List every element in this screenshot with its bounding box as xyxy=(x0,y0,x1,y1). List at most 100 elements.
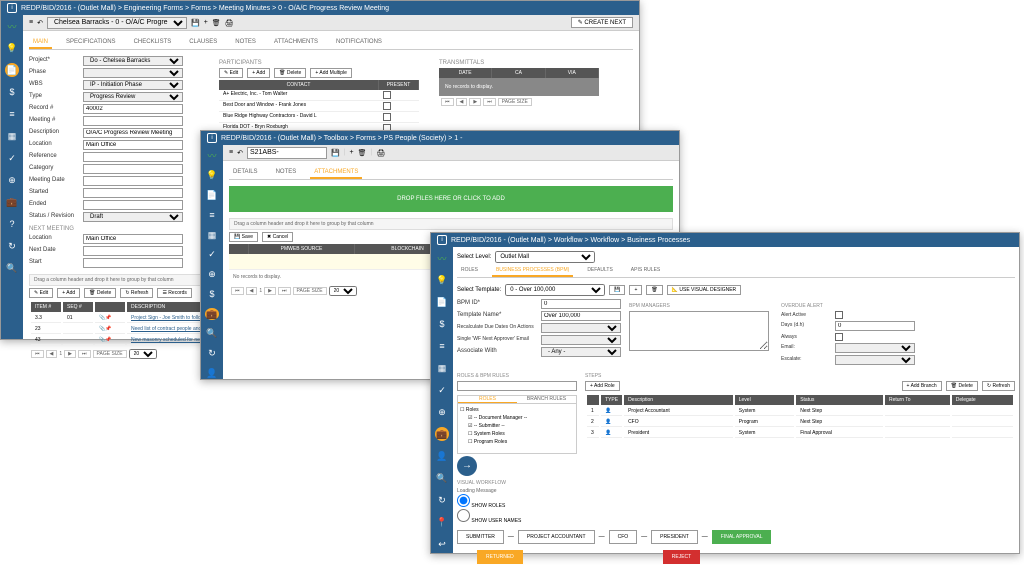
tree-item[interactable]: ☐ Program Roles xyxy=(460,438,574,446)
fld-assoc[interactable]: - Any - xyxy=(541,347,621,357)
th-seq[interactable]: SEQ # xyxy=(63,302,93,312)
print-icon[interactable]: 🖨 xyxy=(376,149,385,157)
tab-attachments[interactable]: ATTACHMENTS xyxy=(310,167,362,179)
fld-status[interactable]: Draft xyxy=(83,212,183,222)
plus-icon[interactable]: + xyxy=(350,149,354,156)
group-hint-2[interactable]: Drag a column header and drop it here to… xyxy=(229,218,673,230)
th-level[interactable]: Level xyxy=(735,395,794,405)
pagesize-select[interactable]: 20 xyxy=(129,349,157,359)
tab-apis[interactable]: APIS RULES xyxy=(627,265,664,277)
exit-icon[interactable]: ↩ xyxy=(435,537,449,551)
save-icon[interactable]: 💾 xyxy=(191,19,200,27)
create-next-button[interactable]: ✎ CREATE NEXT xyxy=(571,17,633,28)
fld-nm-loc[interactable] xyxy=(83,234,183,244)
tab-specs[interactable]: SPECIFICATIONS xyxy=(62,37,120,49)
pager-last[interactable]: ⏭ xyxy=(483,98,496,106)
btn-add[interactable]: + Add xyxy=(57,288,80,298)
fld-recalc[interactable] xyxy=(541,323,621,333)
th-desc[interactable]: Description xyxy=(624,395,733,405)
pager-first[interactable]: ⏮ xyxy=(231,287,244,295)
fld-category[interactable] xyxy=(83,164,183,174)
pagesize-select[interactable]: 20 xyxy=(329,286,357,296)
btn-add-branch[interactable]: + Add Branch xyxy=(902,381,942,391)
radio-users[interactable] xyxy=(457,509,470,522)
list-icon[interactable]: ≡ xyxy=(205,209,219,221)
refresh-icon[interactable]: ↻ xyxy=(435,493,449,507)
search-icon[interactable]: 🔍 xyxy=(435,471,449,485)
fld-reference[interactable] xyxy=(83,152,183,162)
tree-root[interactable]: ☐ Roles xyxy=(460,406,574,414)
tab-defaults[interactable]: DEFAULTS xyxy=(583,265,616,277)
wf-cfo[interactable]: CFO xyxy=(609,530,638,544)
info-icon[interactable]: i xyxy=(437,235,447,245)
part-multiple[interactable]: + Add Multiple xyxy=(310,68,352,78)
dollar-icon[interactable]: $ xyxy=(435,317,449,331)
fld-tname[interactable] xyxy=(541,311,621,321)
wf-final[interactable]: FINAL APPROVAL xyxy=(712,530,772,544)
pin-icon[interactable]: 📍 xyxy=(435,515,449,529)
search-icon[interactable]: 🔍 xyxy=(205,328,219,340)
fld-ended[interactable] xyxy=(83,200,183,210)
tab-checklists[interactable]: CHECKLISTS xyxy=(130,37,176,49)
trash-icon[interactable]: 🗑 xyxy=(212,19,221,27)
btn-add[interactable]: + xyxy=(629,285,642,295)
tab-bpm[interactable]: BUSINESS PROCESSES (BPM) xyxy=(492,265,573,277)
fld-started[interactable] xyxy=(83,188,183,198)
plus-icon[interactable]: + xyxy=(204,19,208,26)
dollar-icon[interactable]: $ xyxy=(205,288,219,300)
history-icon[interactable]: ↶ xyxy=(237,149,243,157)
part-delete[interactable]: 🗑 Delete xyxy=(274,68,306,78)
th-status[interactable]: Status xyxy=(796,395,883,405)
btn-del[interactable]: 🗑 xyxy=(646,285,662,295)
user-icon[interactable]: 👤 xyxy=(435,449,449,463)
history-icon[interactable]: ↶ xyxy=(37,19,43,27)
nav-icon[interactable]: 〰 xyxy=(205,149,219,162)
th-return[interactable]: Return To xyxy=(885,395,950,405)
nav-icon[interactable]: 〰 xyxy=(5,19,19,33)
pager-first[interactable]: ⏮ xyxy=(31,350,44,358)
radio-roles[interactable] xyxy=(457,494,470,507)
refresh-icon[interactable]: ↻ xyxy=(5,239,19,253)
save-icon[interactable]: 💾 xyxy=(331,149,340,157)
btn-delete[interactable]: 🗑 Delete xyxy=(946,381,978,391)
tab-notifications[interactable]: NOTIFICATIONS xyxy=(332,37,386,49)
chk-always[interactable] xyxy=(835,333,843,341)
fld-nm-start[interactable] xyxy=(83,258,183,268)
step-row[interactable]: 3👤PresidentSystemFinal Approval xyxy=(587,429,1013,438)
back-icon[interactable]: ≡ xyxy=(229,149,233,156)
bulb-icon[interactable]: 💡 xyxy=(5,41,19,55)
check-icon[interactable]: ✓ xyxy=(435,383,449,397)
tree-item[interactable]: ☑ -- Submitter -- xyxy=(460,422,574,430)
tab-attachments[interactable]: ATTACHMENTS xyxy=(270,37,322,49)
briefcase-icon[interactable]: 💼 xyxy=(435,427,449,441)
search-input[interactable] xyxy=(247,147,327,159)
wf-president[interactable]: PRESIDENT xyxy=(651,530,698,544)
info-icon[interactable]: i xyxy=(7,3,17,13)
pager-last[interactable]: ⏭ xyxy=(78,350,91,358)
part-add[interactable]: + Add xyxy=(247,68,270,78)
pager-prev[interactable]: ◀ xyxy=(46,350,58,358)
back-icon[interactable]: ≡ xyxy=(29,19,33,26)
briefcase-icon[interactable]: 💼 xyxy=(205,308,219,320)
dropzone[interactable]: DROP FILES HERE OR CLICK TO ADD xyxy=(229,186,673,212)
pager-first[interactable]: ⏮ xyxy=(441,98,454,106)
bulb-icon[interactable]: 💡 xyxy=(205,170,219,182)
bulb-icon[interactable]: 💡 xyxy=(435,273,449,287)
step-row[interactable]: 1👤Project AccountantSystemNext Step xyxy=(587,407,1013,416)
calendar-icon[interactable]: ▦ xyxy=(5,129,19,143)
fld-record[interactable] xyxy=(83,104,183,114)
wf-accountant[interactable]: PROJECT ACCOUNTANT xyxy=(518,530,595,544)
fld-location[interactable] xyxy=(83,140,183,150)
nav-icon[interactable]: 〰 xyxy=(435,251,449,265)
tree-item[interactable]: ☑ -- Document Manager -- xyxy=(460,414,574,422)
fld-bpmid[interactable] xyxy=(541,299,621,309)
sel-level[interactable]: Outlet Mall xyxy=(495,251,595,263)
doc-icon[interactable]: 📄 xyxy=(5,63,19,77)
tab-clauses[interactable]: CLAUSES xyxy=(185,37,221,49)
btn-save[interactable]: 💾 xyxy=(609,285,625,295)
list-icon[interactable]: ≡ xyxy=(5,107,19,121)
tab-details[interactable]: DETAILS xyxy=(229,167,262,179)
part-row[interactable]: Blue Ridge Highway Contractors - David L xyxy=(219,112,419,123)
wf-submitter[interactable]: SUBMITTER xyxy=(457,530,504,544)
wf-returned[interactable]: RETURNED xyxy=(477,550,523,564)
